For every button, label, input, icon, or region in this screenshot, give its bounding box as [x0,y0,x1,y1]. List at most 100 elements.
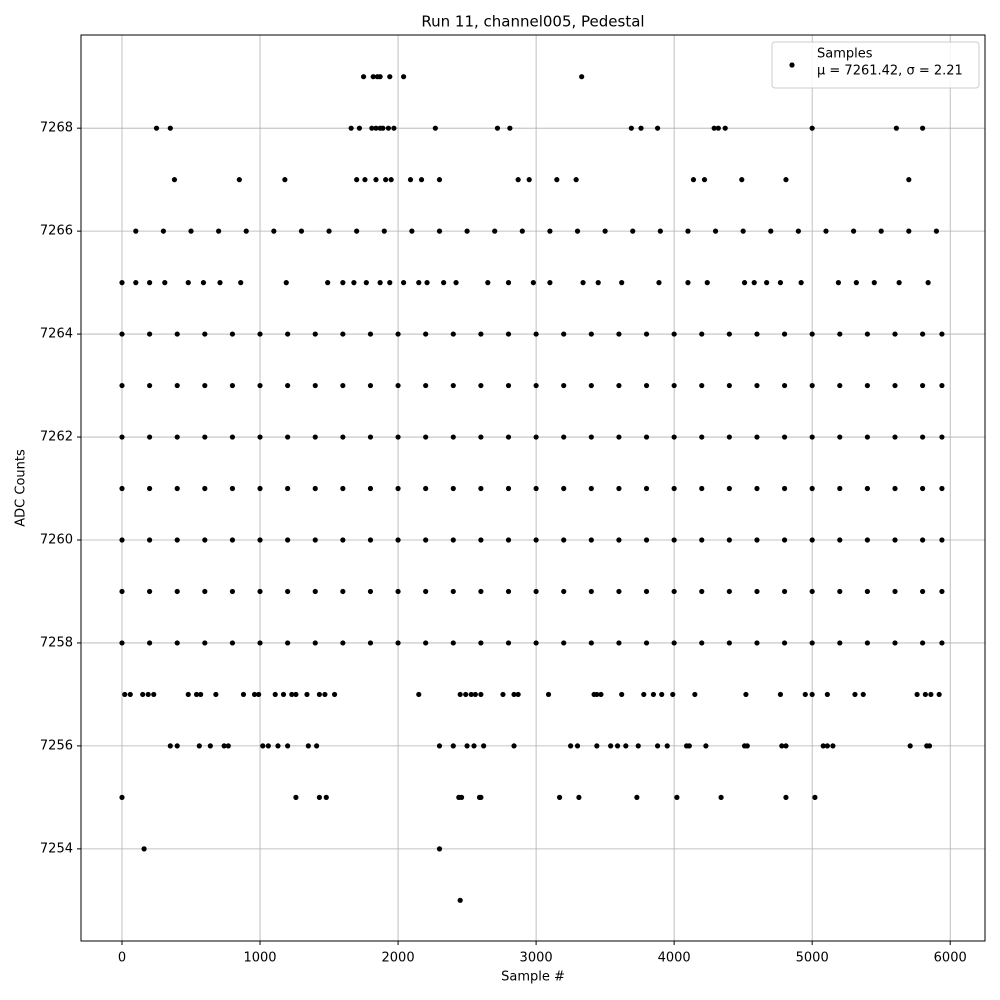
sample-point [892,640,898,646]
sample-point [588,331,594,337]
sample-point [340,331,346,337]
sample-point [783,794,789,800]
sample-point [229,434,236,440]
sample-point [533,434,539,440]
sample-point [340,280,346,286]
sample-point [436,177,443,183]
sample-point [878,228,884,234]
sample-point [312,537,318,543]
sample-point [892,537,898,543]
sample-point [556,794,563,800]
sample-point [478,537,484,543]
sample-point [464,228,470,234]
sample-point [207,743,213,749]
sample-point [650,691,657,698]
sample-point [188,228,194,234]
sample-point [257,382,263,389]
sample-point [185,691,191,698]
y-tick-label: 7266 [40,224,73,239]
sample-point [229,640,236,646]
sample-point [395,588,401,595]
sample-point [777,280,784,286]
sample-point [162,280,168,286]
sample-point [837,434,843,440]
sample-point [457,691,463,698]
sample-point [257,588,263,595]
sample-point [657,228,663,234]
sample-point [478,485,484,492]
sample-point [174,640,180,646]
sample-point [391,125,397,131]
sample-point [630,228,636,234]
sample-point [193,691,200,698]
sample-point [202,588,208,595]
sample-point [119,794,125,800]
sample-point [367,485,374,492]
sample-point [505,434,512,440]
sample-point [809,691,815,698]
sample-point [367,588,374,595]
sample-point [561,434,567,440]
x-tick-label: 3000 [520,951,553,966]
sample-point [754,331,760,337]
sample-point [643,331,650,337]
sample-point [824,691,830,698]
sample-point [441,280,447,286]
sample-point [741,280,748,286]
sample-point [147,588,153,595]
sample-point [754,485,760,492]
sample-point [781,382,788,389]
sample-point [387,74,393,80]
sample-point [579,74,585,80]
x-axis-label: Sample # [501,970,565,985]
sample-point [478,794,484,800]
sample-point [515,177,521,183]
sample-point [478,434,484,440]
sample-point [574,228,581,234]
sample-point [568,743,574,749]
sample-point [282,177,288,183]
sample-point [147,331,153,337]
sample-point [616,434,622,440]
sample-point [871,280,877,286]
sample-point [699,588,705,595]
sample-point [704,280,710,286]
sample-point [436,743,443,749]
sample-point [450,640,456,646]
sample-point [939,331,945,337]
sample-point [363,280,369,286]
sample-point [823,228,829,234]
sample-point [380,125,386,131]
sample-point [743,691,749,698]
sample-point [293,794,299,800]
sample-point [202,382,208,389]
sample-point [260,743,266,749]
sample-point [147,640,153,646]
sample-point [151,691,157,698]
sample-point [602,228,608,234]
sample-point [505,640,512,646]
sample-point [726,640,732,646]
sample-point [594,743,600,749]
sample-point [174,588,180,595]
sample-point [643,640,650,646]
sample-point [670,691,676,698]
sample-point [387,280,393,286]
sample-point [588,640,594,646]
sample-point [699,485,705,492]
sample-point [225,743,231,749]
sample-point [588,382,594,389]
sample-point [174,537,180,543]
sample-point [623,743,629,749]
sample-point [711,125,717,131]
sample-point [505,331,512,337]
y-tick-label: 7268 [40,121,73,136]
sample-point [323,794,329,800]
sample-point [837,331,843,337]
sample-point [892,588,898,595]
sample-point [450,434,456,440]
sample-point [783,177,789,183]
x-tick-label: 0 [118,951,126,966]
sample-point [167,743,173,749]
sample-point [619,280,625,286]
